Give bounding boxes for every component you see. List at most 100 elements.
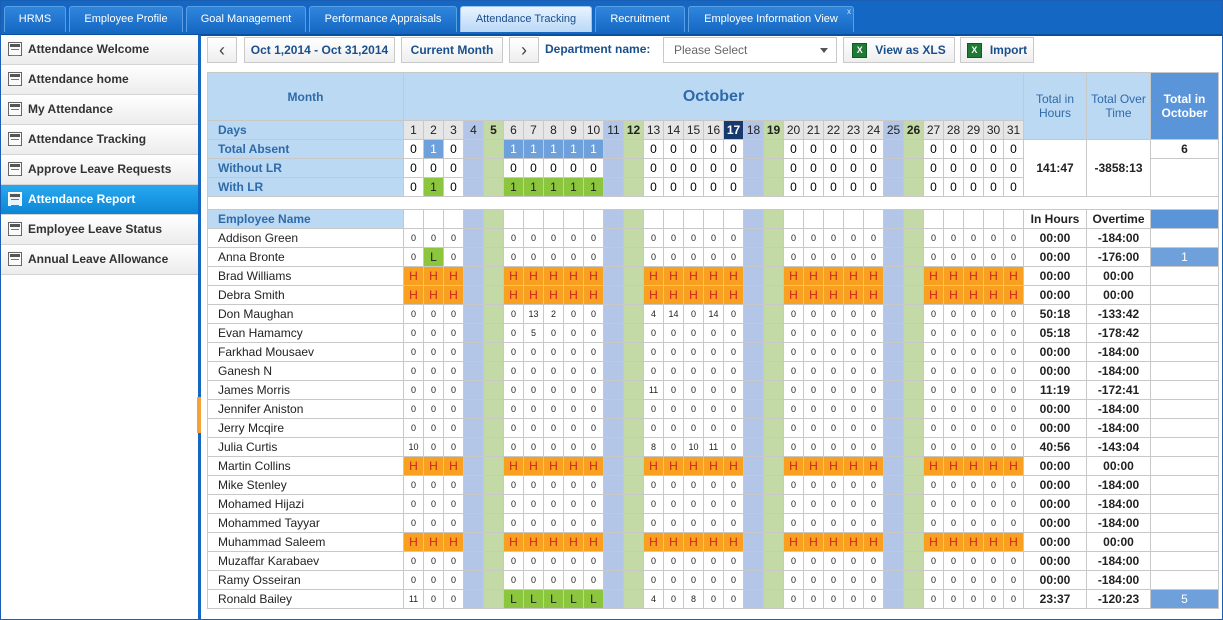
attendance-cell[interactable]: H [843,266,864,286]
attendance-cell[interactable]: 0 [543,228,564,248]
attendance-cell[interactable] [743,456,764,476]
day-header[interactable]: 26 [903,120,924,140]
attendance-cell[interactable] [743,285,764,305]
attendance-cell[interactable]: 0 [443,494,464,514]
attendance-cell[interactable]: 0 [1003,228,1024,248]
attendance-cell[interactable]: H [443,532,464,552]
attendance-cell[interactable]: 0 [803,342,824,362]
attendance-cell[interactable]: L [563,589,584,609]
attendance-cell[interactable]: 0 [783,342,804,362]
attendance-cell[interactable]: 0 [403,475,424,495]
attendance-cell[interactable] [603,228,624,248]
attendance-cell[interactable]: 0 [663,475,684,495]
attendance-cell[interactable]: 0 [563,437,584,457]
day-header[interactable]: 10 [583,120,604,140]
attendance-cell[interactable]: 0 [643,342,664,362]
attendance-cell[interactable]: 0 [803,513,824,533]
attendance-cell[interactable]: H [663,456,684,476]
attendance-cell[interactable] [743,551,764,571]
attendance-cell[interactable]: 0 [783,437,804,457]
attendance-cell[interactable]: H [943,266,964,286]
attendance-cell[interactable]: 0 [963,494,984,514]
attendance-cell[interactable] [603,475,624,495]
tab-attendance-tracking[interactable]: Attendance Tracking [460,6,592,32]
tab-employee-information-view[interactable]: Employee Information View x [688,6,854,32]
attendance-cell[interactable]: 0 [963,418,984,438]
day-header[interactable]: 24 [863,120,884,140]
attendance-cell[interactable] [883,323,904,343]
attendance-cell[interactable] [883,380,904,400]
attendance-cell[interactable]: 0 [583,304,604,324]
attendance-cell[interactable]: H [503,285,524,305]
attendance-cell[interactable]: 0 [803,247,824,267]
import-button[interactable]: X Import [960,37,1034,63]
attendance-cell[interactable] [883,399,904,419]
attendance-cell[interactable]: H [683,285,704,305]
attendance-cell[interactable]: 0 [583,399,604,419]
attendance-cell[interactable]: 0 [403,247,424,267]
attendance-cell[interactable]: 0 [643,570,664,590]
attendance-cell[interactable] [623,570,644,590]
attendance-cell[interactable]: 0 [583,380,604,400]
attendance-cell[interactable]: 0 [563,475,584,495]
attendance-cell[interactable]: 0 [703,589,724,609]
attendance-cell[interactable]: 0 [423,551,444,571]
attendance-cell[interactable]: 0 [943,437,964,457]
attendance-cell[interactable] [623,551,644,571]
attendance-cell[interactable]: H [543,532,564,552]
attendance-cell[interactable]: 0 [723,361,744,381]
attendance-cell[interactable] [463,437,484,457]
attendance-cell[interactable]: 0 [403,228,424,248]
attendance-cell[interactable]: 0 [963,323,984,343]
attendance-cell[interactable] [623,323,644,343]
attendance-cell[interactable]: 0 [783,475,804,495]
attendance-cell[interactable] [463,494,484,514]
attendance-cell[interactable]: 0 [943,399,964,419]
attendance-cell[interactable]: 0 [503,342,524,362]
attendance-cell[interactable]: H [563,456,584,476]
attendance-cell[interactable]: 0 [643,513,664,533]
attendance-cell[interactable] [463,570,484,590]
sidebar-item-attendance-welcome[interactable]: Attendance Welcome [1,35,198,65]
attendance-cell[interactable]: 0 [1003,323,1024,343]
attendance-cell[interactable]: 0 [863,437,884,457]
attendance-cell[interactable]: 0 [543,342,564,362]
day-header[interactable]: 13 [643,120,664,140]
attendance-cell[interactable]: 0 [823,494,844,514]
tab-performance-appraisals[interactable]: Performance Appraisals [309,6,457,32]
attendance-cell[interactable] [603,494,624,514]
attendance-cell[interactable]: 0 [843,418,864,438]
attendance-cell[interactable]: 0 [823,551,844,571]
attendance-cell[interactable]: 0 [963,228,984,248]
day-header[interactable]: 6 [503,120,524,140]
attendance-cell[interactable]: 0 [843,589,864,609]
attendance-cell[interactable]: 0 [803,361,824,381]
table-row[interactable]: Debra Smith H H H H H H H H H H H H H H H H H H H H H H H 00:00 0… [207,285,1219,305]
attendance-cell[interactable] [623,380,644,400]
attendance-cell[interactable]: 0 [403,513,424,533]
attendance-cell[interactable]: H [1003,456,1024,476]
attendance-cell[interactable] [743,589,764,609]
day-header[interactable]: 8 [543,120,564,140]
attendance-cell[interactable] [903,342,924,362]
attendance-cell[interactable] [603,456,624,476]
attendance-cell[interactable]: 0 [443,570,464,590]
attendance-cell[interactable] [763,361,784,381]
attendance-cell[interactable]: 0 [543,323,564,343]
attendance-cell[interactable] [463,361,484,381]
attendance-cell[interactable] [603,399,624,419]
attendance-cell[interactable]: H [443,266,464,286]
attendance-cell[interactable] [463,304,484,324]
attendance-cell[interactable] [903,266,924,286]
attendance-cell[interactable]: 0 [523,437,544,457]
attendance-cell[interactable]: 0 [923,513,944,533]
employee-name[interactable]: Muzaffar Karabaev [207,551,404,571]
attendance-cell[interactable]: 0 [843,342,864,362]
attendance-cell[interactable] [603,361,624,381]
attendance-cell[interactable] [483,228,504,248]
attendance-cell[interactable] [883,247,904,267]
attendance-cell[interactable]: 0 [443,418,464,438]
attendance-cell[interactable] [623,589,644,609]
attendance-cell[interactable] [883,266,904,286]
attendance-cell[interactable]: 0 [943,342,964,362]
